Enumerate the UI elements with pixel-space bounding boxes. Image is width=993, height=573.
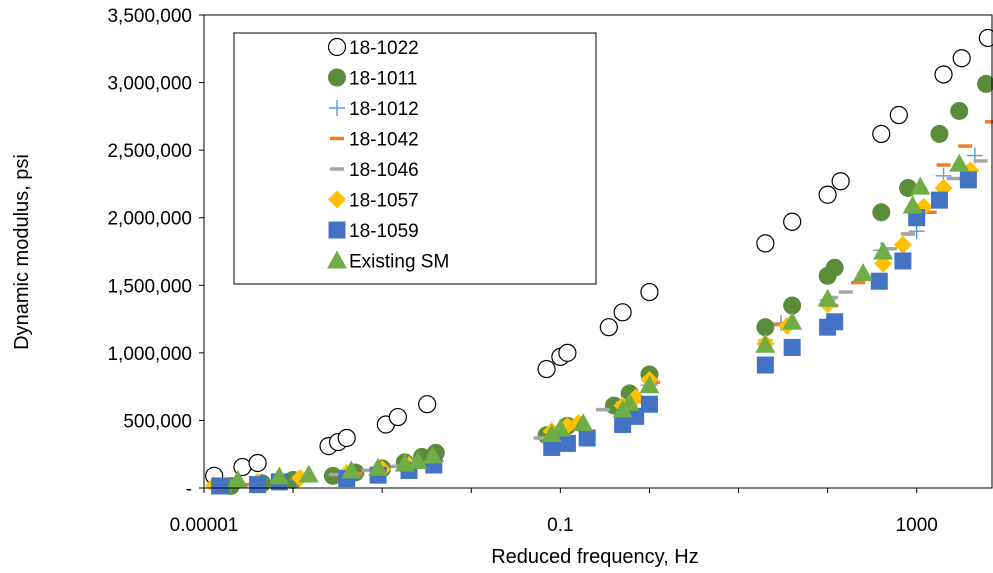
x-tick-label: 0.1 — [547, 515, 573, 536]
legend-marker — [327, 37, 347, 57]
data-point — [872, 124, 891, 144]
data-point — [619, 392, 640, 411]
legend-marker — [328, 221, 346, 239]
x-tick-label: 0.00001 — [170, 515, 239, 536]
data-point — [949, 153, 970, 172]
y-tick-label: 3,500,000 — [107, 6, 192, 27]
data-point — [543, 438, 561, 456]
data-point — [227, 469, 248, 488]
y-tick-label: 1,500,000 — [107, 276, 192, 297]
series-Existing SM — [227, 153, 970, 488]
data-point — [578, 429, 596, 447]
data-point — [550, 418, 571, 437]
data-point — [825, 258, 844, 277]
data-point — [910, 176, 931, 195]
legend-label: 18-1011 — [349, 69, 417, 90]
data-point — [599, 318, 618, 337]
series-18-1022 — [205, 28, 993, 485]
data-point — [756, 356, 774, 374]
legend-marker — [328, 68, 346, 87]
data-point — [930, 124, 949, 143]
legend-box — [233, 32, 597, 285]
data-point — [537, 359, 556, 379]
data-point — [211, 477, 229, 495]
data-point — [627, 407, 645, 425]
data-point — [818, 185, 837, 204]
y-tick-label: 3,000,000 — [107, 74, 192, 95]
data-point — [558, 434, 576, 452]
data-point — [573, 413, 594, 432]
x-tick-label: 1000 — [896, 515, 938, 536]
data-point — [853, 263, 874, 282]
data-point — [755, 334, 776, 353]
data-point — [613, 303, 632, 322]
data-point — [388, 407, 407, 427]
data-point — [337, 428, 356, 448]
data-point — [902, 195, 923, 214]
data-point — [407, 450, 428, 469]
data-point — [541, 423, 562, 442]
legend-marker — [327, 250, 347, 269]
data-point — [756, 318, 775, 337]
data-point — [614, 415, 632, 433]
data-point — [341, 460, 362, 479]
data-point — [930, 191, 948, 209]
data-point — [269, 466, 290, 485]
data-point — [783, 296, 802, 315]
legend-label: 18-1012 — [349, 99, 419, 120]
data-point — [249, 476, 267, 494]
data-point — [952, 49, 971, 68]
series-18-1059 — [211, 171, 977, 495]
data-point — [640, 395, 658, 413]
legend-label: 18-1022 — [349, 38, 419, 59]
y-axis-title: Dynamic modulus, psi — [11, 154, 33, 350]
legend-label: 18-1057 — [349, 191, 419, 212]
legend-label: 18-1059 — [349, 221, 419, 242]
data-point — [756, 234, 775, 253]
data-point — [826, 313, 844, 331]
data-point — [783, 338, 801, 356]
data-point — [873, 241, 894, 260]
y-tick-label: 500,000 — [123, 411, 192, 432]
data-point — [959, 171, 977, 189]
y-tick-label: 1,000,000 — [107, 344, 192, 365]
data-point — [872, 203, 891, 222]
data-point — [977, 74, 993, 93]
x-axis-title: Reduced frequency, Hz — [491, 546, 699, 568]
data-point — [640, 282, 659, 302]
legend: 18-1022 18-1011 18-1012 18-1042 18-1046 18-10… — [233, 32, 597, 285]
data-point — [893, 235, 912, 254]
y-tick-label: - — [186, 479, 192, 500]
plot-frame — [203, 14, 993, 489]
data-point — [558, 343, 577, 362]
legend-label: 18-1046 — [349, 160, 419, 181]
data-point — [298, 464, 319, 483]
legend-label: Existing SM — [349, 252, 449, 273]
y-tick-label: 2,000,000 — [107, 209, 192, 230]
data-point — [934, 65, 953, 84]
data-point — [831, 172, 850, 191]
legend-marker — [328, 190, 346, 209]
data-point — [978, 28, 993, 48]
data-point — [870, 272, 888, 290]
data-point — [889, 105, 908, 125]
data-point — [639, 375, 660, 394]
legend-marker — [329, 100, 345, 116]
y-tick-label: 2,500,000 — [107, 141, 192, 162]
data-point — [422, 445, 443, 464]
data-point — [783, 212, 802, 231]
axes: - 500,000 1,000,000 1,500,000 2,000,000 2,500… — [107, 6, 993, 536]
data-point — [817, 288, 838, 307]
data-point — [894, 252, 912, 270]
legend-label: 18-1042 — [349, 130, 419, 151]
data-point — [782, 311, 803, 330]
data-point — [418, 395, 437, 414]
data-point — [950, 101, 969, 120]
data-point — [248, 453, 267, 473]
data-point — [368, 457, 389, 476]
